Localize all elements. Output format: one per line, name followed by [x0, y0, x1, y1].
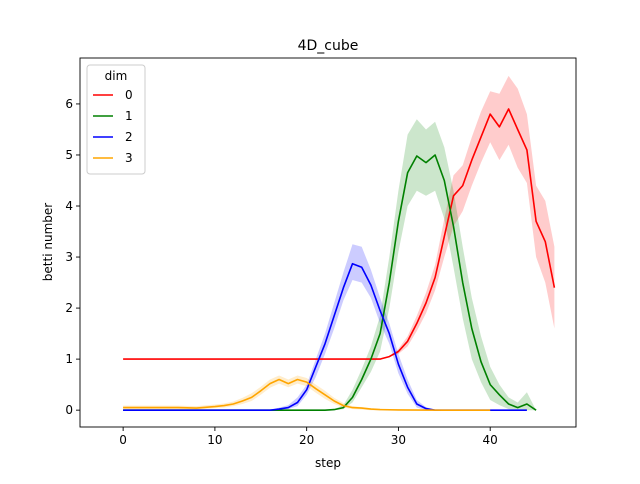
series-1-line [123, 154, 537, 412]
legend-box [86, 64, 146, 175]
y-tick-label: 4 [65, 199, 73, 213]
y-axis-label: betti number [41, 203, 55, 281]
axes-frame [79, 57, 577, 428]
x-axis-label: step [315, 456, 341, 470]
y-tick-label: 5 [65, 148, 73, 162]
y-tick-label: 0 [65, 403, 73, 417]
chart-title: 4D_cube [298, 38, 359, 54]
series-3-line [123, 378, 491, 412]
x-tick-label: 0 [119, 433, 127, 447]
x-tick-label: 30 [391, 433, 406, 447]
plot-area: 0 10 20 30 40 0 1 2 3 4 5 6 dim 0 1 2 3 [65, 57, 577, 447]
y-tick-label: 2 [65, 301, 73, 315]
series-0-band [123, 75, 555, 360]
x-tick-label: 10 [207, 433, 222, 447]
series-1-band [123, 119, 537, 411]
y-tick-label: 3 [65, 250, 73, 264]
legend-label-0: 0 [125, 88, 133, 102]
legend-label-2: 2 [125, 130, 133, 144]
legend-label-1: 1 [125, 109, 133, 123]
legend-title: dim [105, 69, 128, 83]
x-tick-label: 20 [299, 433, 314, 447]
x-tick-label: 40 [483, 433, 498, 447]
legend-label-3: 3 [125, 151, 133, 165]
y-tick-label: 6 [65, 97, 73, 111]
y-tick-label: 1 [65, 352, 73, 366]
